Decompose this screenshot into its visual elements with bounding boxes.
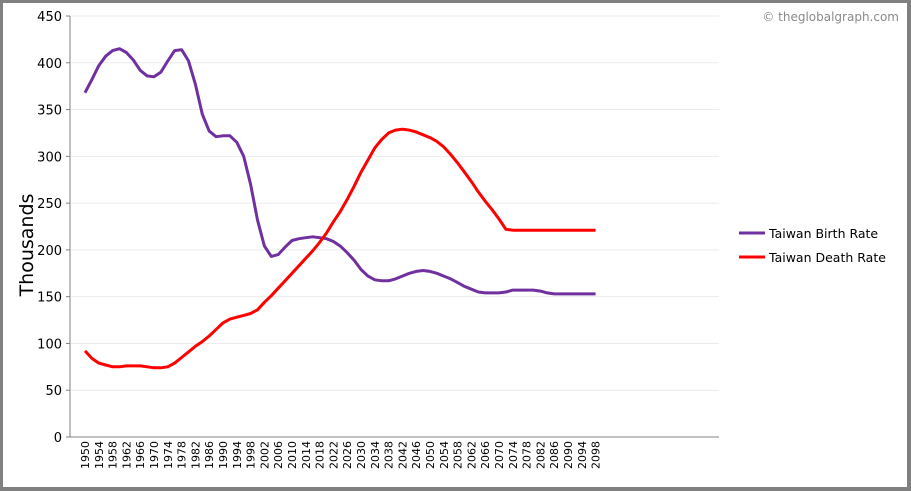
x-tick-label: 2070 [493,441,506,469]
y-tick-label: 50 [45,384,62,399]
y-tick-label: 400 [37,57,62,72]
chart-frame: 0 50 100 150 200 250 300 350 400 450 1950 1954 1958… [3,3,907,487]
x-tick-label: 2002 [258,441,271,469]
x-tick-label: 1950 [79,441,92,469]
x-tick-label: 2094 [576,441,589,469]
x-tick-label: 1994 [231,441,244,469]
x-tick-label: 1958 [107,441,120,469]
legend-label-birth: Taiwan Birth Rate [768,226,878,241]
x-tick-label: 2066 [479,441,492,469]
line-chart: 0 50 100 150 200 250 300 350 400 450 1950 1954 1958… [16,10,899,469]
x-tick-label: 2010 [286,441,299,469]
x-tick-label: 2098 [590,441,603,469]
x-tick-label: 1990 [217,441,230,469]
y-axis-ticks: 0 50 100 150 200 250 300 350 400 450 [37,10,70,446]
x-tick-label: 2046 [410,441,423,469]
x-tick-label: 1962 [120,441,133,469]
x-tick-label: 2030 [355,441,368,469]
legend: Taiwan Birth Rate Taiwan Death Rate [739,226,886,265]
x-tick-label: 2006 [272,441,285,469]
y-tick-label: 100 [37,337,62,352]
x-tick-label: 1998 [245,441,258,469]
x-tick-label: 2042 [396,441,409,469]
x-tick-label: 2014 [300,441,313,469]
x-tick-label: 2022 [327,441,340,469]
y-tick-label: 0 [54,431,62,446]
x-tick-label: 1986 [203,441,216,469]
y-tick-label: 150 [37,291,62,306]
x-tick-label: 2038 [383,441,396,469]
x-tick-label: 1978 [176,441,189,469]
x-tick-label: 2054 [438,441,451,469]
x-tick-label: 2078 [521,441,534,469]
x-tick-label: 1970 [148,441,161,469]
x-tick-label: 1966 [134,441,147,469]
credit-text: © theglobalgraph.com [762,10,899,24]
x-tick-label: 2074 [507,441,520,469]
legend-label-death: Taiwan Death Rate [768,250,886,265]
x-tick-label: 2086 [548,441,561,469]
x-tick-label: 1954 [93,441,106,469]
gridlines [71,15,719,391]
x-tick-label: 2034 [369,441,382,469]
x-tick-label: 2082 [534,441,547,469]
y-tick-label: 450 [37,10,62,25]
x-tick-label: 1982 [189,441,202,469]
birth-rate-line [83,47,596,296]
y-tick-label: 350 [37,104,62,119]
x-tick-label: 2026 [341,441,354,469]
x-tick-label: 2058 [452,441,465,469]
x-tick-label: 2018 [314,441,327,469]
x-tick-label: 1974 [162,441,175,469]
x-tick-label: 2062 [465,441,478,469]
y-axis-label: Thousands [16,194,38,298]
x-tick-label: 2090 [562,441,575,469]
x-tick-label: 2050 [424,441,437,469]
x-axis-ticks: 1950 1954 1958 1962 1966 1970 1974 1978 1982 1986… [79,441,603,469]
y-tick-label: 300 [37,150,62,165]
death-rate-line [83,127,596,370]
y-tick-label: 250 [37,197,62,212]
y-tick-label: 200 [37,244,62,259]
